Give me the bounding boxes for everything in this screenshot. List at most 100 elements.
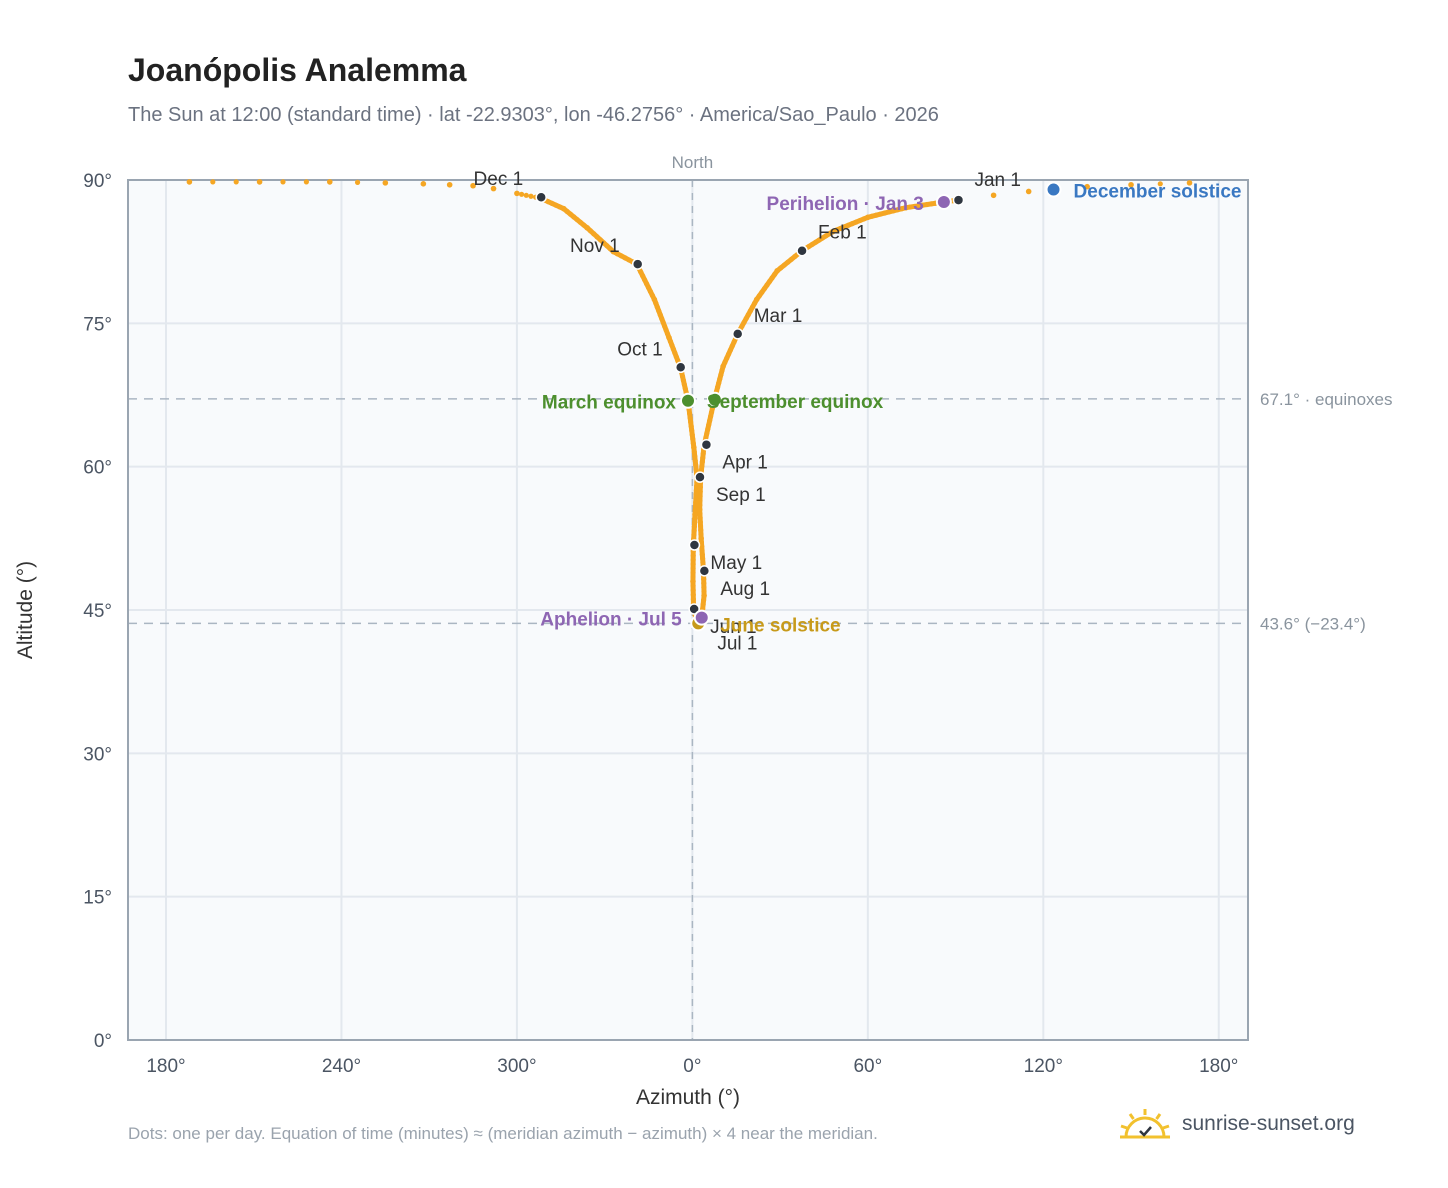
day-dot (700, 601, 706, 608)
day-dot (857, 217, 863, 224)
day-dot (701, 576, 707, 582)
month-label: Jan 1 (974, 170, 1020, 191)
day-dot (706, 422, 712, 428)
day-dot (1186, 180, 1193, 186)
sun-logo-icon (1120, 1109, 1170, 1139)
day-dot (642, 277, 648, 283)
chart-title: Joanópolis Analemma (128, 52, 467, 88)
day-dot (717, 376, 723, 382)
day-dot (743, 315, 749, 322)
day-dot (640, 273, 646, 279)
day-dot (690, 557, 696, 563)
day-dot (877, 211, 884, 217)
day-dot (693, 495, 699, 501)
day-dot (382, 180, 389, 186)
x-tick-label: 0° (683, 1056, 701, 1077)
day-dot (689, 427, 695, 434)
day-dot (697, 484, 703, 490)
month-label: Oct 1 (617, 339, 662, 360)
month-label: Sep 1 (716, 485, 766, 506)
day-dot (715, 384, 721, 390)
day-dot (853, 219, 859, 225)
y-tick-label: 75° (83, 314, 112, 335)
day-dot (692, 515, 698, 522)
day-dot (514, 190, 520, 197)
y-tick-label: 30° (83, 744, 112, 765)
day-dot (594, 234, 600, 240)
day-dot (614, 251, 620, 257)
day-dot (686, 410, 693, 417)
month-label: Nov 1 (570, 236, 620, 257)
day-dot (703, 434, 709, 440)
day-dot (557, 204, 563, 210)
x-tick-label: 180° (146, 1056, 185, 1077)
day-dot (741, 319, 747, 325)
event-label: March equinox (542, 393, 677, 414)
day-dot (915, 203, 922, 209)
event-marker (935, 193, 952, 210)
event-label: Aphelion · Jul 5 (540, 610, 682, 631)
day-dot (697, 519, 703, 525)
day-dot (701, 592, 707, 599)
day-dot (761, 286, 767, 292)
x-tick-label: 60° (853, 1056, 882, 1077)
day-dot (749, 304, 756, 310)
chart-subtitle: The Sun at 12:00 (standard time) · lat -… (128, 104, 939, 126)
day-dot (769, 275, 775, 281)
day-dot (700, 455, 706, 461)
day-dot (690, 440, 696, 446)
day-dot (690, 578, 696, 585)
day-dot (622, 255, 628, 261)
day-dot (692, 507, 698, 514)
y-tick-label: 45° (83, 601, 112, 622)
event-label: Perihelion · Jan 3 (767, 194, 924, 215)
day-dot (680, 377, 687, 384)
day-dot (699, 459, 705, 465)
day-dot (697, 489, 703, 495)
day-dot (719, 367, 725, 374)
day-dot (699, 543, 705, 550)
day-dot (699, 551, 705, 558)
day-dot (701, 588, 707, 595)
reference-line-label: 43.6° (−23.4°) (1260, 614, 1366, 633)
day-dot (280, 179, 286, 185)
day-dot (727, 347, 734, 353)
day-dot (470, 182, 476, 189)
day-dot (705, 426, 711, 432)
day-dot (698, 539, 705, 545)
day-dot (519, 191, 525, 197)
month-marker (535, 191, 547, 203)
x-tick-label: 180° (1199, 1056, 1238, 1077)
month-label: Jul 1 (717, 633, 757, 654)
day-dot (697, 523, 704, 529)
event-label: June solstice (720, 615, 840, 636)
day-dot (700, 560, 706, 566)
month-marker (731, 328, 744, 340)
month-marker (674, 361, 687, 374)
x-tick-label: 120° (1024, 1056, 1063, 1077)
day-dot (1157, 181, 1163, 187)
day-dot (420, 181, 427, 187)
day-dot (745, 312, 751, 318)
day-dot (692, 453, 698, 459)
day-dot (523, 192, 529, 198)
day-dot (697, 493, 703, 499)
day-dot (759, 289, 765, 295)
day-dot (647, 288, 654, 295)
day-dot (690, 561, 696, 567)
day-dot (778, 265, 784, 271)
day-dot (691, 528, 697, 534)
day-dot (354, 179, 361, 185)
day-dot (920, 202, 926, 208)
event-marker (680, 392, 696, 409)
day-dot (549, 200, 555, 207)
day-dot (788, 256, 794, 262)
brand[interactable]: sunrise-sunset.org (1118, 1102, 1355, 1146)
day-dot (834, 227, 840, 233)
event-marker (1045, 181, 1062, 198)
day-dot (690, 552, 696, 559)
day-dot (697, 511, 703, 517)
y-axis-title: Altitude (°) (14, 561, 37, 659)
day-dot (849, 221, 855, 227)
reference-line-label: 67.1° · equinoxes (1260, 390, 1393, 409)
